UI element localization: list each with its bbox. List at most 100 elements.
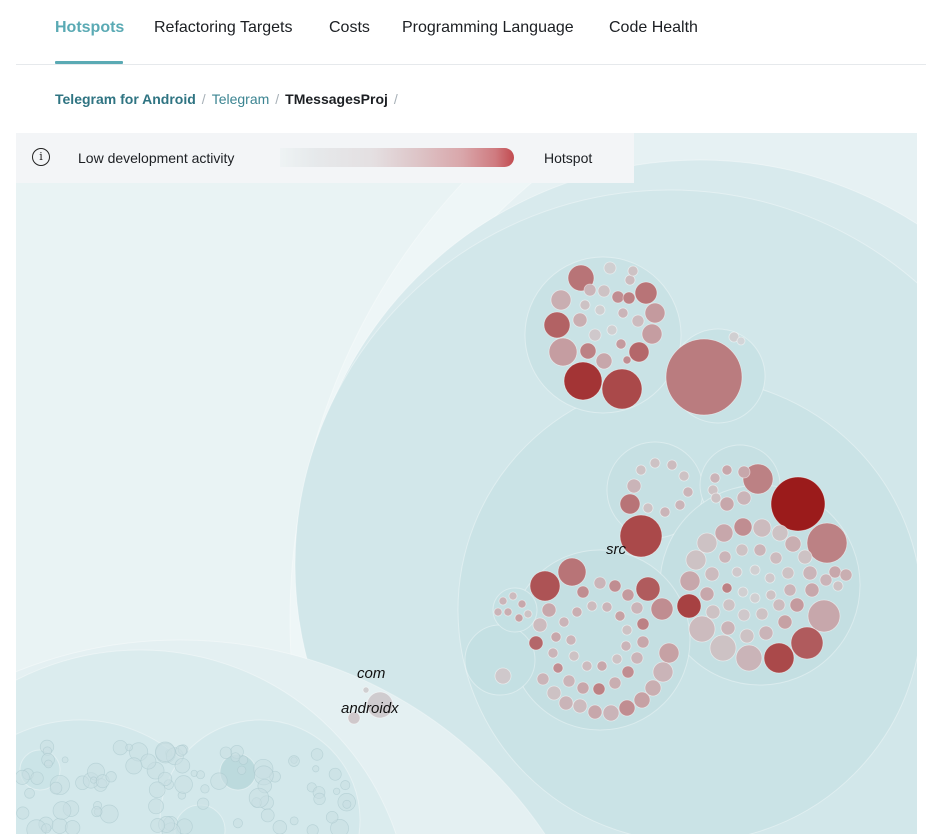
file-circle[interactable] <box>676 593 702 619</box>
file-circle[interactable] <box>603 261 617 275</box>
file-circle[interactable] <box>718 550 732 564</box>
file-circle[interactable] <box>628 341 650 363</box>
folder-label-androidx[interactable]: androidx <box>341 700 399 717</box>
file-circle[interactable] <box>784 535 802 553</box>
file-circle[interactable] <box>289 816 299 826</box>
file-circle[interactable] <box>44 759 53 769</box>
file-circle[interactable] <box>790 626 824 660</box>
file-circle[interactable] <box>550 289 572 311</box>
file-circle[interactable] <box>528 635 544 651</box>
file-circle[interactable] <box>635 464 647 476</box>
file-circle[interactable] <box>641 323 663 345</box>
file-circle[interactable] <box>200 784 210 794</box>
file-circle[interactable] <box>749 564 761 576</box>
file-circle[interactable] <box>541 602 557 618</box>
file-circle[interactable] <box>16 806 30 820</box>
file-circle[interactable] <box>802 565 818 581</box>
file-circle[interactable] <box>635 576 661 602</box>
file-circle[interactable] <box>325 811 339 824</box>
file-circle[interactable] <box>493 607 503 617</box>
file-circle[interactable] <box>666 459 678 471</box>
file-circle[interactable] <box>619 514 663 558</box>
file-circle[interactable] <box>210 772 228 790</box>
file-circle[interactable] <box>618 699 636 717</box>
file-circle[interactable] <box>739 628 755 644</box>
file-circle[interactable] <box>219 746 233 759</box>
file-circle[interactable] <box>765 589 777 601</box>
file-circle[interactable] <box>742 463 774 495</box>
file-circle[interactable] <box>615 338 627 350</box>
file-circle[interactable] <box>755 607 769 621</box>
file-circle[interactable] <box>608 579 622 593</box>
file-circle[interactable] <box>626 478 642 494</box>
file-circle[interactable] <box>529 570 561 602</box>
file-circle[interactable] <box>771 524 789 542</box>
file-circle[interactable] <box>733 517 753 537</box>
file-circle[interactable] <box>606 324 618 336</box>
file-circle[interactable] <box>611 290 625 304</box>
file-circle[interactable] <box>595 352 613 370</box>
file-circle[interactable] <box>644 679 662 697</box>
file-circle[interactable] <box>619 493 641 515</box>
file-circle[interactable] <box>789 597 805 613</box>
file-circle[interactable] <box>576 681 590 695</box>
file-circle[interactable] <box>731 566 743 578</box>
file-circle[interactable] <box>722 598 736 612</box>
file-circle[interactable] <box>61 756 69 764</box>
breadcrumb-telegram-for-android[interactable]: Telegram for Android <box>55 91 196 107</box>
file-circle[interactable] <box>313 792 326 806</box>
tab-code-health[interactable]: Code Health <box>609 19 698 36</box>
file-circle[interactable] <box>498 596 508 606</box>
file-circle[interactable] <box>705 604 721 620</box>
file-circle[interactable] <box>90 776 98 784</box>
file-circle[interactable] <box>682 486 694 498</box>
file-circle[interactable] <box>735 644 763 672</box>
tab-refactoring-targets[interactable]: Refactoring Targets <box>154 19 293 36</box>
file-circle[interactable] <box>719 496 735 512</box>
file-circle[interactable] <box>624 274 636 286</box>
file-circle[interactable] <box>583 283 597 297</box>
file-circle[interactable] <box>558 616 570 628</box>
file-circle[interactable] <box>596 660 608 672</box>
file-circle[interactable] <box>728 331 740 343</box>
file-circle[interactable] <box>749 592 761 604</box>
file-circle[interactable] <box>232 818 243 829</box>
file-circle[interactable] <box>503 607 513 617</box>
file-circle[interactable] <box>237 765 247 775</box>
file-circle[interactable] <box>597 284 611 298</box>
file-circle[interactable] <box>571 606 583 618</box>
file-circle[interactable] <box>608 676 622 690</box>
file-circle[interactable] <box>99 804 119 824</box>
folder-label-com[interactable]: com <box>357 665 386 682</box>
file-circle[interactable] <box>49 781 63 795</box>
file-circle[interactable] <box>557 557 587 587</box>
file-circle[interactable] <box>642 502 654 514</box>
file-circle[interactable] <box>579 342 597 360</box>
file-circle[interactable] <box>148 781 166 799</box>
file-circle[interactable] <box>508 591 518 601</box>
file-circle[interactable] <box>558 695 574 711</box>
file-circle[interactable] <box>248 787 270 809</box>
file-circle[interactable] <box>658 642 680 664</box>
file-circle[interactable] <box>636 635 650 649</box>
file-circle[interactable] <box>366 691 394 719</box>
file-circle[interactable] <box>769 551 783 565</box>
file-circle[interactable] <box>562 674 576 688</box>
file-circle[interactable] <box>333 787 341 795</box>
file-circle[interactable] <box>634 281 658 305</box>
file-circle[interactable] <box>679 570 701 592</box>
file-circle[interactable] <box>630 601 644 615</box>
file-circle[interactable] <box>155 741 176 762</box>
file-circle[interactable] <box>644 302 666 324</box>
file-circle[interactable] <box>685 549 707 571</box>
file-circle[interactable] <box>736 490 752 506</box>
file-circle[interactable] <box>752 518 772 538</box>
file-circle[interactable] <box>52 801 72 820</box>
file-circle[interactable] <box>548 337 578 367</box>
file-circle[interactable] <box>777 614 793 630</box>
file-circle[interactable] <box>622 291 636 305</box>
file-circle[interactable] <box>51 817 68 834</box>
file-circle[interactable] <box>804 582 820 598</box>
file-circle[interactable] <box>330 819 349 834</box>
file-circle[interactable] <box>721 464 733 476</box>
